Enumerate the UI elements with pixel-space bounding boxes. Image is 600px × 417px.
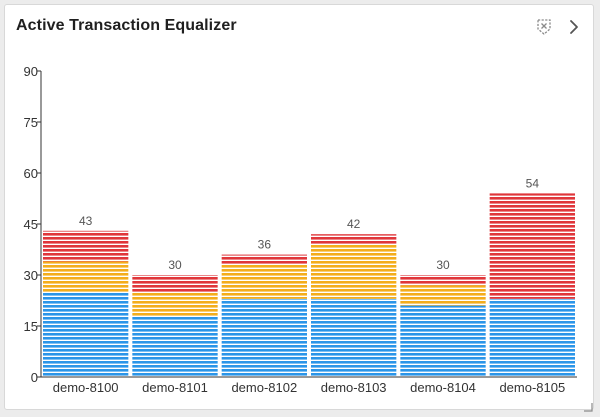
bar-total-label: 42 — [347, 217, 361, 231]
bar-segment — [132, 292, 218, 316]
filter-off-icon[interactable] — [534, 17, 554, 37]
bar-segment — [43, 292, 129, 377]
bar-total-label: 30 — [436, 258, 450, 272]
bar-segment — [221, 264, 307, 299]
y-tick-label: 90 — [24, 64, 38, 79]
bar-segment — [400, 275, 486, 286]
bar-segment — [311, 298, 397, 377]
bar-segment — [43, 230, 129, 262]
bar-segment — [311, 244, 397, 299]
bar-total-label: 30 — [168, 258, 182, 272]
x-tick-label: demo-8100 — [53, 380, 119, 395]
bar-segment — [43, 261, 129, 292]
x-tick-label: demo-8103 — [321, 380, 387, 395]
y-tick-label: 30 — [24, 268, 38, 283]
bar-total-label: 36 — [258, 238, 272, 252]
bar-total-label: 43 — [79, 214, 93, 228]
bar-segment — [132, 315, 218, 377]
y-tick-label: 75 — [24, 115, 38, 130]
y-tick-label: 45 — [24, 217, 38, 232]
bar-segment — [489, 193, 575, 299]
bar-segment — [400, 285, 486, 306]
x-tick-label: demo-8102 — [231, 380, 297, 395]
x-tick-label: demo-8101 — [142, 380, 208, 395]
x-tick-label: demo-8104 — [410, 380, 476, 395]
bar-segment — [132, 275, 218, 292]
bar-total-label: 54 — [526, 176, 540, 190]
x-tick-label: demo-8105 — [499, 380, 565, 395]
resize-handle-icon[interactable] — [583, 399, 593, 412]
bar-segment — [311, 234, 397, 245]
y-tick-label: 60 — [24, 166, 38, 181]
widget-title: Active Transaction Equalizer — [16, 17, 237, 34]
y-tick-label: 0 — [31, 370, 38, 385]
equalizer-widget: Active Transaction Equalizer 0 15 30 45 60 75… — [4, 4, 594, 412]
bar-segment — [221, 298, 307, 377]
bar-segment — [221, 254, 307, 265]
y-tick-label: 15 — [24, 319, 38, 334]
bar-chart: 0 15 30 45 60 75 90 43 demo-8100 30 demo-8101 36 dem… — [24, 64, 577, 395]
bar-segment — [400, 305, 486, 377]
chevron-right-icon[interactable] — [564, 17, 584, 37]
bar-segment — [489, 298, 575, 377]
